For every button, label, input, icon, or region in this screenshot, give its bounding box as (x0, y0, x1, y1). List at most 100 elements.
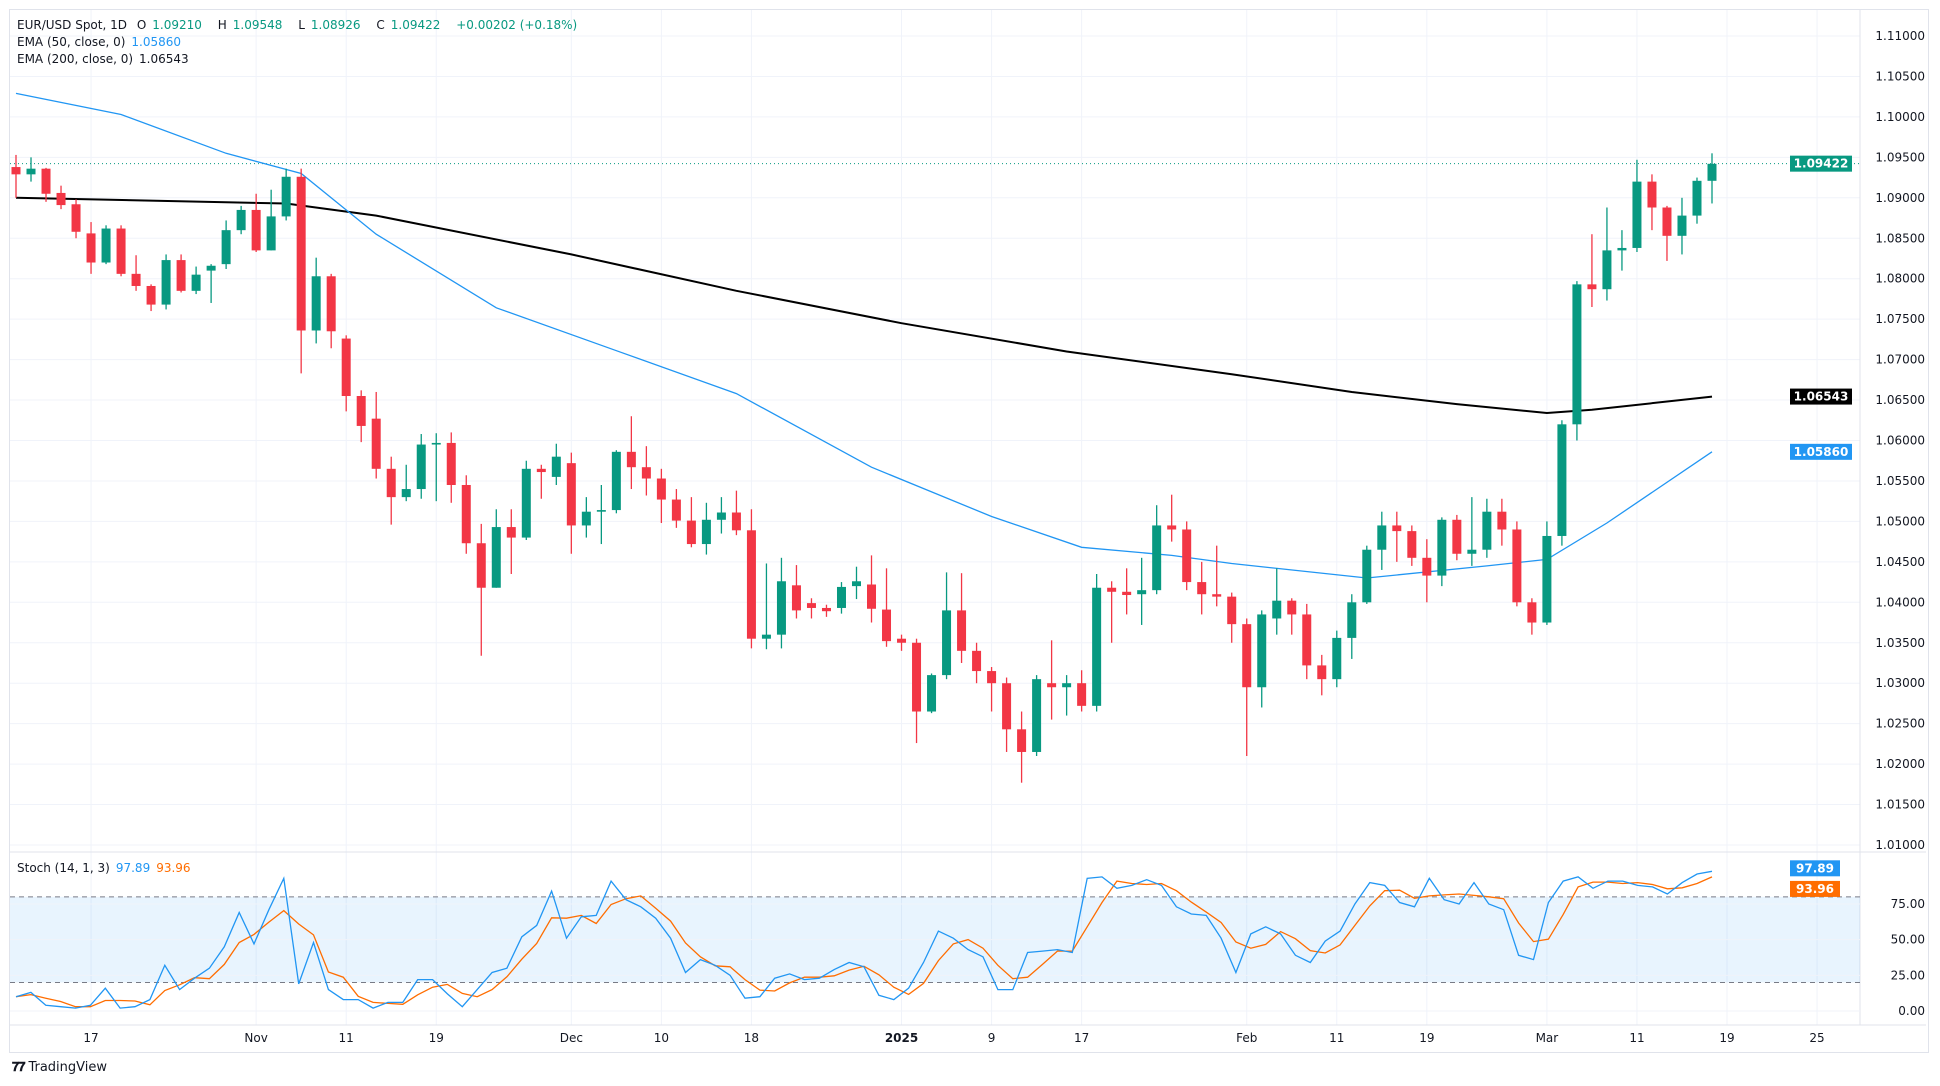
ema50-legend[interactable]: EMA (50, close, 0) 1.05860 (17, 35, 187, 49)
candle (1677, 197, 1687, 255)
candle-body (1182, 529, 1192, 583)
price-tick-label: 1.06000 (1875, 434, 1925, 448)
candle-body (1572, 284, 1582, 425)
tradingview-logo[interactable]: 𝟕𝟕 TradingView (12, 1060, 107, 1075)
time-tick-label: 11 (1329, 1031, 1344, 1045)
candle-body (761, 634, 771, 639)
candle-body (1437, 519, 1447, 576)
candle (446, 432, 456, 503)
candle (1437, 517, 1447, 587)
price-tick-label: 1.03500 (1875, 636, 1925, 650)
candle-body (957, 610, 967, 651)
time-tick-label: 17 (1074, 1031, 1089, 1045)
candle-body (116, 228, 126, 274)
time-tick-label: 10 (654, 1031, 669, 1045)
candle (912, 638, 922, 744)
price-badge (1790, 155, 1852, 172)
candle (1122, 568, 1132, 615)
stoch-k-value: 97.89 (115, 861, 151, 875)
candle (1527, 598, 1537, 635)
candle (41, 167, 51, 202)
candle (1557, 420, 1567, 546)
time-tick-label: Dec (560, 1031, 583, 1045)
ema50-line (15, 92, 1713, 579)
ema200-label: EMA (200, close, 0) (17, 52, 134, 66)
candle (791, 565, 801, 619)
candle-body (641, 467, 651, 479)
candle (776, 557, 786, 649)
candle (1152, 505, 1162, 595)
candle-body (281, 176, 291, 217)
candle (251, 193, 261, 253)
candle-body (461, 484, 471, 544)
candle (1587, 234, 1597, 308)
candle (611, 450, 621, 514)
candle (1032, 675, 1042, 757)
candle-body (1632, 181, 1642, 248)
candle-body (1167, 525, 1177, 530)
candle-body (506, 527, 516, 538)
price-badge-label: 1.09422 (1794, 157, 1849, 171)
open-value: 1.09210 (152, 18, 202, 32)
candle (71, 199, 81, 239)
candle (1422, 539, 1432, 603)
candle (836, 582, 846, 614)
candle (882, 568, 892, 647)
candle-body (836, 586, 846, 608)
stoch-tick-label: 0.00 (1898, 1004, 1925, 1018)
candle (1332, 630, 1342, 688)
high-label: H (217, 18, 227, 32)
candle (401, 464, 411, 502)
candle (641, 446, 651, 496)
brand-name: TradingView (28, 1060, 108, 1075)
candle-body (1362, 549, 1372, 603)
candle (476, 523, 486, 656)
candle (1647, 174, 1657, 231)
ema50-label: EMA (50, close, 0) (17, 35, 126, 49)
candle (386, 456, 396, 525)
candle-body (446, 442, 456, 485)
candle-body (1122, 591, 1132, 596)
candle-body (476, 543, 486, 588)
candle-body (1602, 250, 1612, 290)
candle (1182, 521, 1192, 591)
candle-body (341, 338, 351, 397)
candle-body (626, 451, 636, 468)
candle (821, 604, 831, 617)
candle (296, 168, 306, 374)
candle-body (71, 204, 81, 232)
candle (1377, 511, 1387, 570)
candle (927, 673, 937, 714)
candle-body (1377, 525, 1387, 550)
price-badge-label: 1.05860 (1794, 445, 1849, 459)
candle-body (1017, 729, 1027, 752)
candle-body (1197, 582, 1207, 595)
candle (1602, 207, 1612, 301)
stoch-legend[interactable]: Stoch (14, 1, 3) 97.89 93.96 (17, 861, 197, 875)
candle-body (1482, 511, 1492, 550)
candle (1077, 670, 1087, 712)
candle (1452, 514, 1462, 561)
candle-body (26, 168, 36, 175)
stoch-label: Stoch (14, 1, 3) (17, 861, 110, 875)
candle (506, 509, 516, 574)
change-value: +0.00202 (+0.18%) (456, 18, 578, 32)
ema200-legend[interactable]: EMA (200, close, 0) 1.06543 (17, 52, 195, 66)
candle-body (1257, 614, 1267, 688)
candle-body (611, 451, 621, 511)
candle-body (716, 512, 726, 520)
time-tick-label: 17 (83, 1031, 98, 1045)
candle (1227, 592, 1237, 643)
candle (491, 509, 501, 588)
candle (536, 464, 546, 499)
candle-body (101, 228, 111, 263)
candle-body (987, 671, 997, 684)
candle-body (912, 642, 922, 712)
candle-body (1272, 600, 1282, 619)
candle (1572, 281, 1582, 441)
candle (957, 573, 967, 663)
candle (26, 157, 36, 182)
candle-body (1677, 215, 1687, 236)
time-tick-label: Feb (1236, 1031, 1257, 1045)
